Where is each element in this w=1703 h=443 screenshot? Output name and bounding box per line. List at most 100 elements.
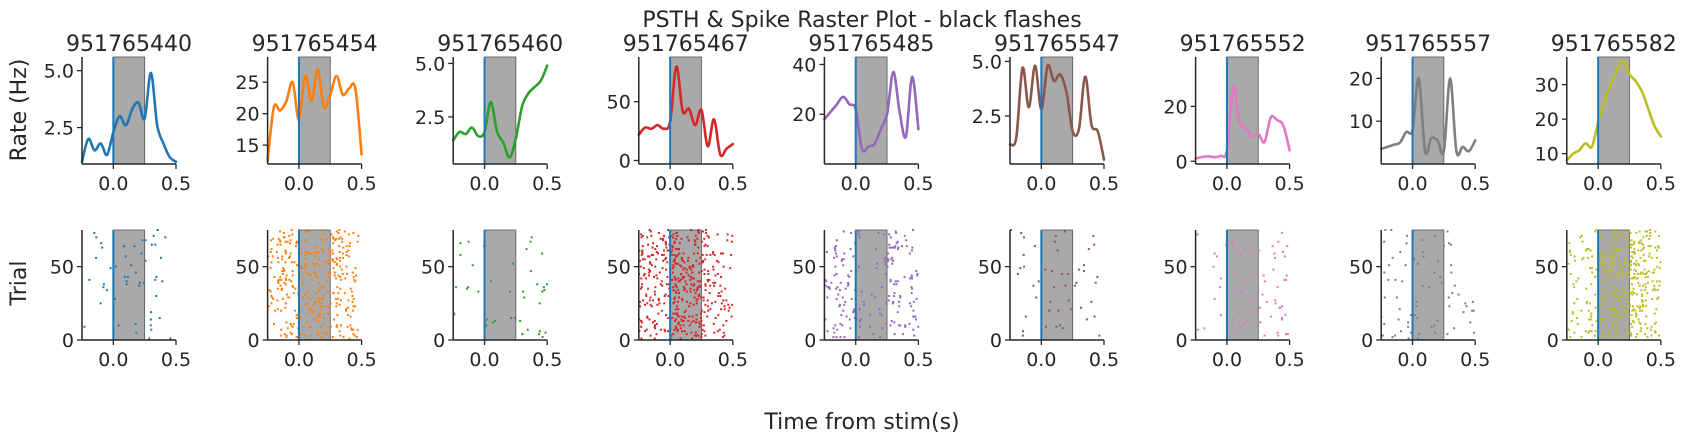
raster-spike <box>154 243 157 246</box>
raster-spike <box>329 252 332 255</box>
raster-spike <box>291 333 294 336</box>
raster-spike <box>834 324 837 327</box>
raster-spike <box>1603 252 1606 255</box>
raster-spike <box>320 286 323 289</box>
raster-spike <box>722 299 725 302</box>
raster-spike <box>1611 308 1614 311</box>
raster-y-tick-label: 50 <box>1535 257 1559 279</box>
raster-spike <box>648 318 651 321</box>
raster-spike <box>834 265 837 268</box>
raster-spike <box>325 237 328 240</box>
raster-spike <box>1064 284 1067 287</box>
raster-spike <box>1608 330 1611 333</box>
raster-spike <box>879 336 882 339</box>
raster-spike <box>318 281 321 284</box>
raster-spike <box>1617 249 1620 252</box>
raster-spike <box>543 289 546 292</box>
raster-spike <box>888 246 891 249</box>
raster-spike <box>1070 308 1073 311</box>
raster-spike <box>717 261 720 264</box>
raster-spike <box>693 296 696 299</box>
raster-x-tick-label: 0.5 <box>1274 349 1304 371</box>
raster-spike <box>318 312 321 315</box>
raster-spike <box>341 240 344 243</box>
raster-spike <box>694 243 697 246</box>
raster-spike <box>1613 293 1616 296</box>
raster-spike <box>486 318 489 321</box>
raster-spike <box>1055 325 1058 328</box>
raster-spike <box>1220 314 1223 317</box>
raster-spike <box>677 322 680 325</box>
raster-spike <box>134 322 137 325</box>
raster-spike <box>344 277 347 280</box>
raster-spike <box>1286 245 1289 248</box>
raster-spike <box>1612 262 1615 265</box>
raster-x-tick-label: 0.0 <box>284 349 314 371</box>
raster-spike <box>155 275 158 278</box>
raster-spike <box>678 292 681 295</box>
raster-spike <box>910 292 913 295</box>
raster-spike <box>1391 336 1394 339</box>
raster-spike <box>1618 231 1621 234</box>
raster-spike <box>1605 314 1608 317</box>
raster-spike <box>281 255 284 258</box>
raster-spike <box>639 287 642 290</box>
raster-spike <box>283 281 286 284</box>
raster-spike <box>1590 315 1593 318</box>
psth-stimulus-window <box>1226 56 1259 165</box>
raster-spike <box>1607 259 1610 262</box>
psth-y-tick-label: 0 <box>1176 151 1188 173</box>
psth-x-tick-label: 0.0 <box>1397 173 1427 195</box>
raster-spike <box>703 273 706 275</box>
raster-spike <box>304 251 307 253</box>
raster-spike <box>1633 275 1636 278</box>
raster-spike <box>908 277 911 280</box>
raster-spike <box>1628 305 1631 308</box>
raster-spike <box>1623 305 1626 308</box>
raster-spike <box>1659 261 1662 264</box>
raster-spike <box>1610 306 1613 309</box>
raster-spike <box>717 292 720 295</box>
raster-spike <box>674 318 677 321</box>
raster-spike <box>646 236 649 239</box>
raster-spike <box>1048 309 1051 312</box>
raster-spike <box>1594 330 1597 333</box>
raster-spike <box>654 248 657 251</box>
raster-spike <box>723 308 726 311</box>
raster-spike <box>667 317 670 319</box>
raster-spike <box>1383 240 1386 243</box>
raster-spike <box>331 249 334 252</box>
raster-spike <box>277 281 280 284</box>
raster-spike <box>880 314 883 317</box>
raster-spike <box>1603 255 1606 258</box>
raster-spike <box>1572 283 1575 286</box>
raster-spike <box>699 256 702 259</box>
raster-spike <box>337 274 340 277</box>
raster-y-tick-label: 0 <box>619 330 631 352</box>
raster-spike <box>270 261 273 264</box>
raster-spike <box>672 233 675 236</box>
raster-spike <box>1631 251 1634 253</box>
raster-spike <box>1630 246 1633 249</box>
raster-spike <box>645 293 648 296</box>
raster-spike <box>678 264 681 267</box>
raster-spike <box>117 324 120 327</box>
raster-spike <box>320 336 323 339</box>
raster-spike <box>152 234 155 237</box>
raster-spike <box>314 246 317 249</box>
raster-spike <box>1658 267 1661 270</box>
raster-spike <box>685 271 688 274</box>
raster-spike <box>676 248 679 251</box>
raster-spike <box>1630 255 1633 258</box>
raster-spike <box>826 286 829 289</box>
raster-spike <box>1633 242 1636 245</box>
raster-spike <box>889 278 892 281</box>
raster-spike <box>283 333 286 336</box>
raster-spike <box>1601 296 1604 299</box>
raster-spike <box>680 265 683 268</box>
figure-title: PSTH & Spike Raster Plot - black flashes <box>642 8 1081 33</box>
raster-spike <box>1451 292 1454 295</box>
raster-spike <box>1035 296 1038 299</box>
